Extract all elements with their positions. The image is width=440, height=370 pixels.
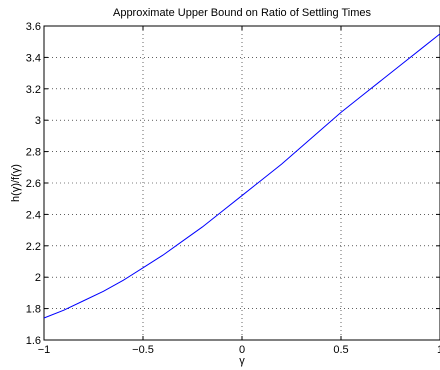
- y-tick-label: 3.6: [26, 21, 41, 33]
- y-tick-label: 1.6: [26, 335, 41, 347]
- y-tick-label: 2.2: [26, 241, 41, 253]
- x-tick-label: 1: [437, 344, 440, 356]
- ticks: −1 −0.5 0 0.5 1 1.6 1.8 2 2.2 2.4 2.6 2.8 3 3.2 3.4 3.6: [26, 21, 440, 356]
- y-axis-label: h(γ)/f(γ): [10, 164, 22, 202]
- y-tick-label: 3: [35, 115, 41, 127]
- y-tick-label: 2.6: [26, 178, 41, 190]
- x-tick-label: 0.5: [333, 344, 348, 356]
- y-tick-label: 3.4: [26, 52, 41, 64]
- x-tick-label: −1: [38, 344, 51, 356]
- series-layer: [43, 33, 440, 319]
- grid: [44, 26, 440, 340]
- x-tick-label: −0.5: [132, 344, 154, 356]
- x-tick-label: 0: [239, 344, 245, 356]
- y-tick-label: 2.4: [26, 209, 41, 221]
- y-tick-label: 2: [35, 272, 41, 284]
- y-tick-label: 1.8: [26, 304, 41, 316]
- series-line: [43, 33, 440, 319]
- y-tick-label: 2.8: [26, 147, 41, 159]
- chart-title: Approximate Upper Bound on Ratio of Sett…: [113, 7, 372, 19]
- x-axis-label: γ: [239, 355, 245, 367]
- y-tick-label: 3.2: [26, 84, 41, 96]
